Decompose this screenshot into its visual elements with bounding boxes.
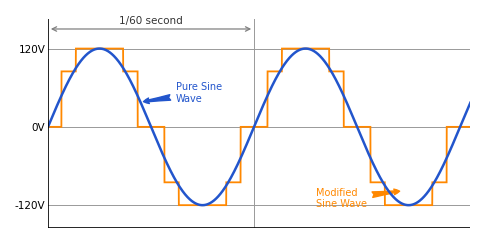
Text: 1/60 second: 1/60 second bbox=[119, 16, 183, 26]
Text: Pure Sine
Wave: Pure Sine Wave bbox=[144, 82, 222, 104]
Text: Modified
Sine Wave: Modified Sine Wave bbox=[316, 188, 400, 210]
